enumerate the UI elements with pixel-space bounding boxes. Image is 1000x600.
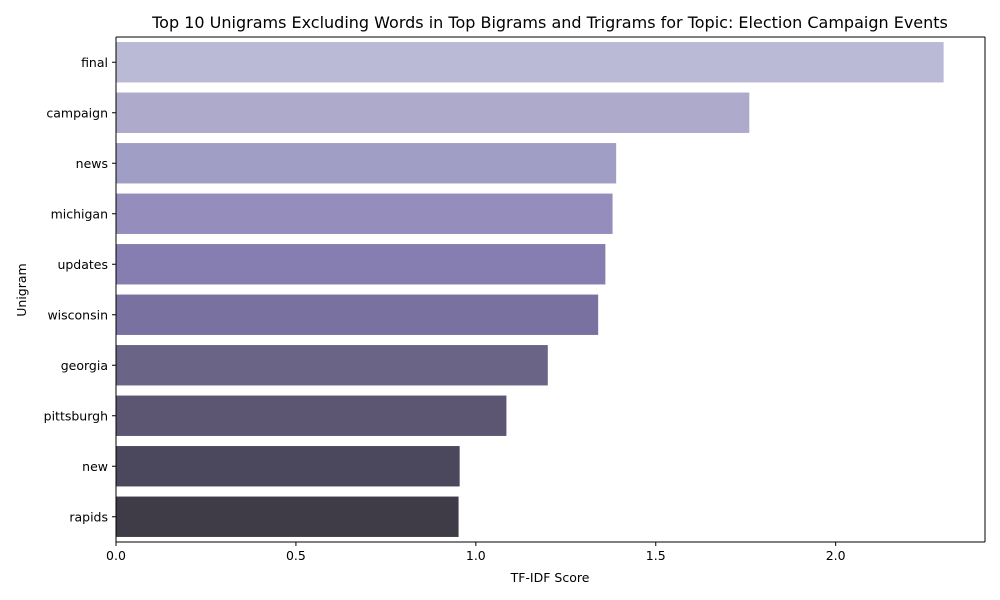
x-axis-ticks: 0.0 0.5 1.0 1.5 2.0 <box>106 542 846 563</box>
y-tick-label: georgia <box>61 358 108 373</box>
bar-updates <box>116 244 606 285</box>
y-tick-label: updates <box>57 257 108 272</box>
bar-rapids <box>116 496 459 537</box>
bar-wisconsin <box>116 294 599 335</box>
y-tick-label: final <box>81 55 108 70</box>
chart-title: Top 10 Unigrams Excluding Words in Top B… <box>151 13 948 32</box>
y-tick-label: rapids <box>69 509 108 524</box>
x-axis-label: TF-IDF Score <box>510 570 590 585</box>
y-tick-label: news <box>76 156 108 171</box>
y-tick-label: new <box>82 459 108 474</box>
x-tick-label: 2.0 <box>826 548 846 563</box>
y-tick-label: wisconsin <box>47 307 108 322</box>
bar-pittsburgh <box>116 395 507 436</box>
bar-final <box>116 42 944 83</box>
bar-news <box>116 143 617 184</box>
y-axis-label: Unigram <box>14 263 29 316</box>
bar-campaign <box>116 92 750 133</box>
x-tick-label: 0.5 <box>286 548 306 563</box>
y-axis-ticks: final campaign news michigan updates wisconsi… <box>44 55 116 524</box>
bar-new <box>116 446 460 487</box>
bar-georgia <box>116 345 548 386</box>
x-tick-label: 1.5 <box>646 548 666 563</box>
y-tick-label: pittsburgh <box>44 408 108 423</box>
x-tick-label: 0.0 <box>106 548 126 563</box>
y-tick-label: michigan <box>51 206 108 221</box>
x-tick-label: 1.0 <box>466 548 486 563</box>
bars-group <box>116 42 944 537</box>
bar-michigan <box>116 193 613 234</box>
y-tick-label: campaign <box>46 105 108 120</box>
